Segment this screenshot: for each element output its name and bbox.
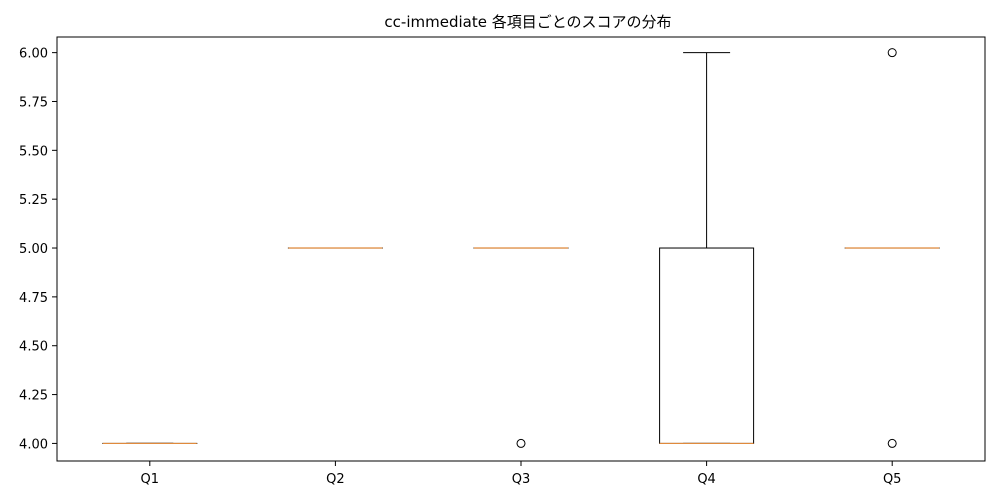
plot-area-frame [56,36,986,462]
y-tick-label: 5.00 [19,242,48,257]
y-tick-label: 4.75 [19,291,48,306]
x-tick-label: Q5 [883,472,902,487]
y-axis: 4.00 4.25 4.50 4.75 5.00 5.25 5.50 5.75 6.00 [19,47,57,452]
outlier-point [887,438,897,448]
y-tick-label: 5.50 [19,144,48,159]
x-tick-label: Q1 [141,472,160,487]
box-q5 [844,48,940,448]
chart-title: cc-immediate 各項目ごとのスコアの分布 [384,13,671,31]
y-tick-label: 4.25 [19,389,48,404]
x-tick-label: Q2 [326,472,345,487]
box-q4 [659,52,755,445]
x-axis: Q1 Q2 Q3 Q4 Q5 [141,461,902,487]
box-q3 [473,247,569,448]
y-tick-label: 5.75 [19,95,48,110]
outlier-point [887,48,897,58]
y-tick-label: 4.50 [19,340,48,355]
x-tick-label: Q3 [512,472,531,487]
box-series [102,48,940,448]
box-body [659,247,755,444]
outlier-point [516,438,526,448]
y-tick-label: 5.25 [19,193,48,208]
y-tick-label: 4.00 [19,437,48,452]
y-tick-label: 6.00 [19,47,48,62]
x-tick-label: Q4 [697,472,716,487]
